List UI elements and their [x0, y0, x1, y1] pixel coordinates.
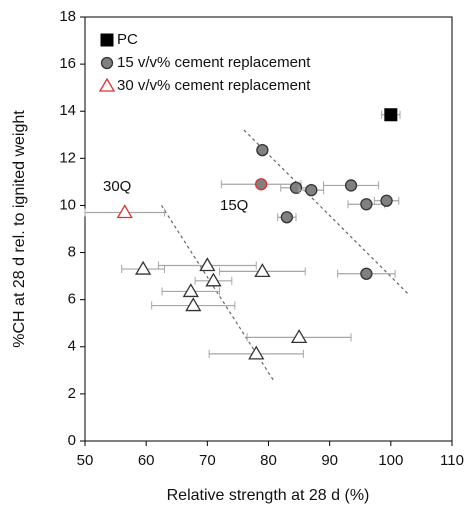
y-tick-label: 18 [59, 8, 76, 25]
marker [360, 198, 373, 211]
x-tick-label: 60 [138, 452, 155, 469]
marker [280, 211, 294, 224]
marker [360, 267, 373, 280]
y-axis-title: %CH at 28 d rel. to ignited weight [11, 110, 28, 348]
x-tick-label: 50 [77, 452, 94, 469]
y-tick-label: 16 [59, 55, 76, 72]
legend-label: 30 v/v% cement replacement [117, 77, 311, 94]
y-tick-label: 4 [68, 338, 76, 355]
x-axis-title: Relative strength at 28 d (%) [167, 487, 370, 504]
marker [289, 181, 303, 194]
marker [98, 77, 116, 92]
marker [380, 194, 393, 207]
marker [305, 183, 318, 197]
x-tick-label: 100 [378, 452, 403, 469]
y-tick-label: 8 [68, 244, 76, 261]
marker [100, 33, 114, 47]
trend-line [243, 129, 410, 296]
marker [116, 204, 133, 219]
x-tick-label: 110 [440, 452, 464, 469]
y-tick-label: 6 [68, 291, 76, 308]
marker [199, 257, 216, 272]
marker [384, 108, 398, 122]
marker [182, 283, 199, 298]
marker [100, 56, 114, 70]
marker [290, 329, 308, 344]
y-tick-label: 2 [68, 385, 76, 402]
y-tick-label: 12 [59, 149, 76, 166]
marker [134, 260, 152, 275]
y-tick-label: 10 [59, 196, 76, 213]
annotation: 30Q [103, 178, 131, 195]
legend-label: 15 v/v% cement replacement [117, 54, 311, 71]
marker [248, 345, 265, 360]
marker [256, 143, 269, 157]
marker [205, 272, 222, 287]
x-tick-label: 90 [321, 452, 338, 469]
marker [254, 263, 271, 278]
annotation: 15Q [220, 197, 248, 214]
x-tick-label: 70 [199, 452, 216, 469]
marker [255, 178, 268, 191]
x-tick-label: 80 [260, 452, 277, 469]
y-tick-label: 0 [68, 432, 76, 449]
y-tick-label: 14 [59, 102, 76, 119]
legend-label: PC [117, 31, 138, 48]
marker [344, 179, 358, 192]
marker [185, 297, 202, 312]
